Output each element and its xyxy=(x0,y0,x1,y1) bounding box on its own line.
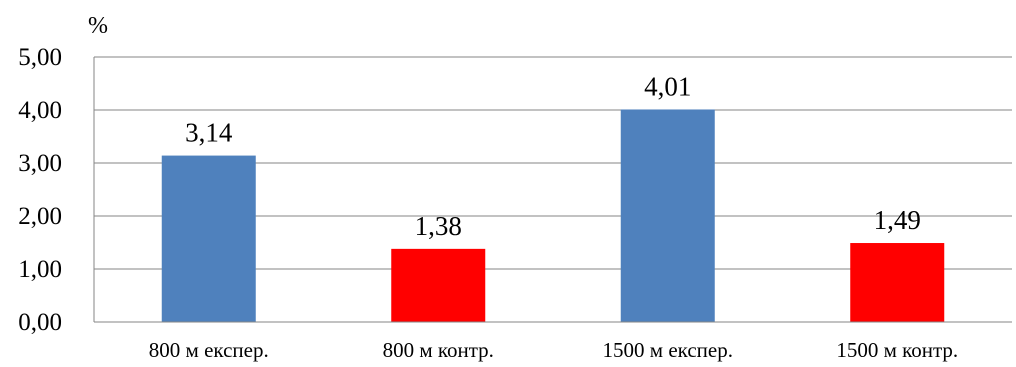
bars xyxy=(161,109,945,322)
bar xyxy=(161,155,256,322)
x-axis-categories: 800 м експер. 800 м контр. 1500 м експер. 1… xyxy=(149,338,958,362)
bar xyxy=(391,248,486,322)
bar xyxy=(850,243,945,322)
data-label: 1,49 xyxy=(874,205,921,235)
data-label: 1,38 xyxy=(415,211,462,241)
category-label: 1500 м контр. xyxy=(836,338,958,362)
category-label: 1500 м експер. xyxy=(603,338,733,362)
y-axis-unit-label: % xyxy=(88,13,108,39)
data-label: 3,14 xyxy=(185,118,233,148)
category-label: 800 м експер. xyxy=(149,338,269,362)
y-tick-label: 2,00 xyxy=(18,203,62,230)
data-label: 4,01 xyxy=(644,71,691,101)
y-tick-label: 1,00 xyxy=(18,256,62,283)
bar xyxy=(620,109,715,322)
y-tick-label: 0,00 xyxy=(18,309,62,336)
y-axis-ticks: 0,00 1,00 2,00 3,00 4,00 5,00 xyxy=(18,44,62,336)
y-tick-label: 5,00 xyxy=(18,44,62,71)
y-tick-label: 4,00 xyxy=(18,97,62,124)
data-labels: 3,14 1,38 4,01 1,49 xyxy=(185,71,921,240)
y-tick-label: 3,00 xyxy=(18,150,62,177)
category-label: 800 м контр. xyxy=(383,338,494,362)
